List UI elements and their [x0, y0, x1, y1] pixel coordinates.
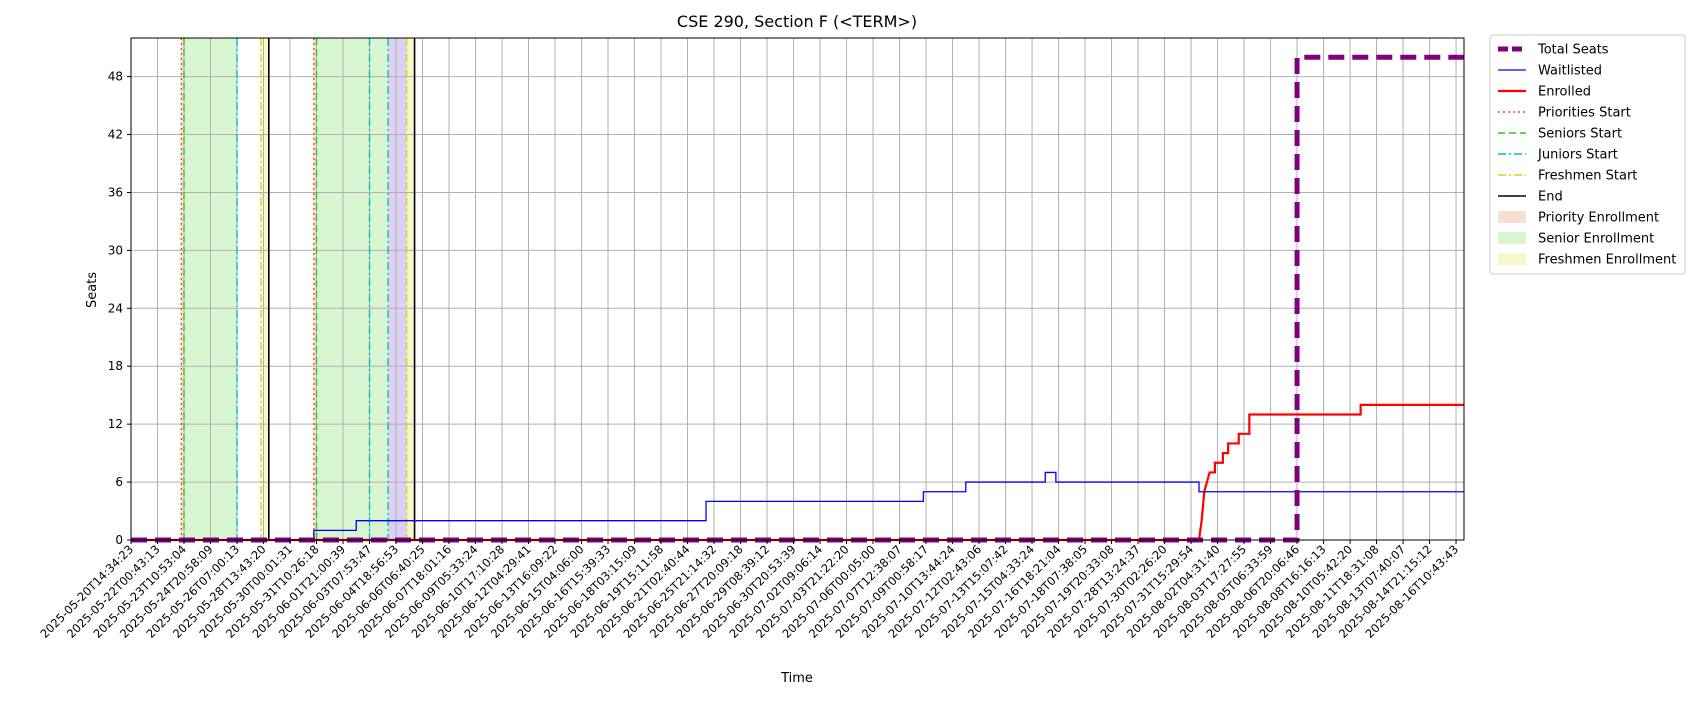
legend-label-enrolled: Enrolled	[1538, 85, 1591, 100]
y-tick-label: 24	[108, 301, 123, 315]
legend-label-senior-enrollment: Senior Enrollment	[1538, 232, 1654, 247]
legend-label-seniors-start: Seniors Start	[1538, 127, 1622, 142]
legend-label-freshmen-start: Freshmen Start	[1538, 169, 1637, 184]
legend: Total Seats Waitlisted Enrolled Priorities …	[1489, 34, 1686, 275]
y-tick-label: 48	[108, 70, 123, 84]
legend-label-juniors-start: Juniors Start	[1537, 148, 1618, 163]
freshmen-enrollment-region-1	[406, 38, 415, 540]
freshmen-enrollment-region-0	[260, 38, 269, 540]
legend-swatch-priority-enrollment	[1498, 211, 1526, 223]
plot-area: 06121824303642482025-05-20T14:34:232025-…	[37, 37, 1465, 641]
legend-label-total-seats: Total Seats	[1537, 43, 1609, 58]
y-tick-label: 18	[108, 359, 123, 373]
chart-title: CSE 290, Section F (<TERM>)	[677, 12, 917, 31]
plot-frame	[130, 37, 1465, 541]
legend-swatch-freshmen-enrollment	[1498, 253, 1526, 265]
y-tick-label: 30	[108, 243, 123, 257]
legend-label-end: End	[1538, 190, 1563, 205]
priority-enrollment-region-1	[313, 38, 317, 540]
waitlisted-line	[131, 471, 1464, 541]
legend-label-waitlisted: Waitlisted	[1538, 64, 1602, 79]
senior-enrollment-region-1	[316, 38, 389, 540]
y-tick-label: 12	[108, 417, 123, 431]
legend-label-priority-enrollment: Priority Enrollment	[1538, 211, 1659, 226]
y-tick-label: 6	[115, 475, 123, 489]
priority-enrollment-region-0	[181, 38, 185, 540]
x-axis-label: Time	[780, 671, 813, 686]
legend-box	[1489, 34, 1686, 275]
y-tick-label: 42	[108, 128, 123, 142]
y-tick-label: 36	[108, 185, 123, 199]
legend-label-priorities-start: Priorities Start	[1538, 106, 1631, 121]
phase-region-1-0	[388, 38, 407, 540]
legend-swatch-senior-enrollment	[1498, 232, 1526, 244]
y-axis-label: Seats	[85, 272, 100, 308]
legend-label-freshmen-enrollment: Freshmen Enrollment	[1538, 253, 1676, 268]
y-tick-label: 0	[115, 533, 123, 547]
